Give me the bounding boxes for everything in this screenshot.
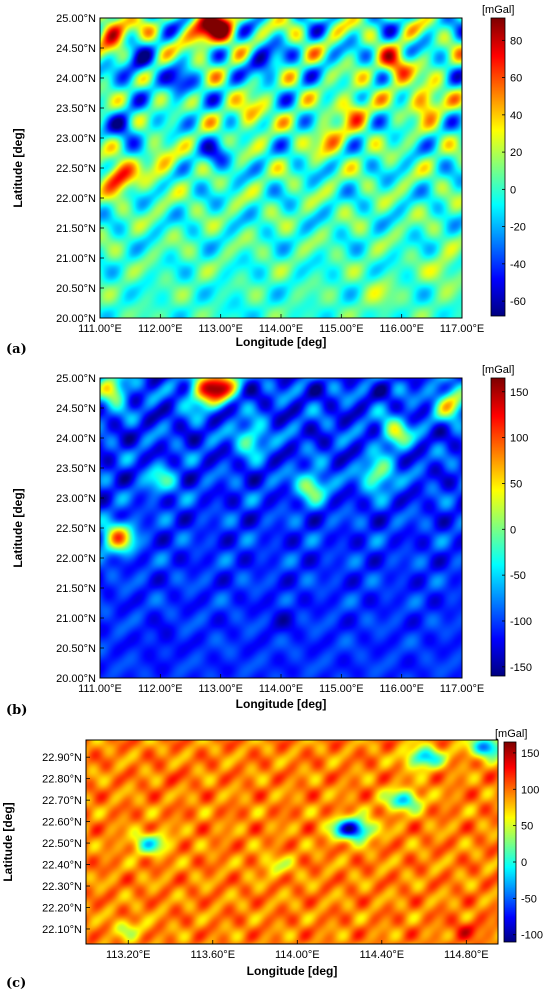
xlabel-c: Longitude [deg] xyxy=(247,964,338,978)
y-tick-label: 24.00°N xyxy=(56,73,96,85)
y-tick-label: 21.00°N xyxy=(56,613,96,625)
panel-label-c: (c) xyxy=(6,976,26,991)
x-tick-label: 113.60°E xyxy=(190,949,235,961)
y-tick-label: 22.70°N xyxy=(42,795,82,807)
colorbar-tick-label: 40 xyxy=(510,110,522,122)
x-tick-label: 114.80°E xyxy=(444,949,489,961)
x-tick-label: 115.00°E xyxy=(319,323,364,335)
y-tick-label: 22.30°N xyxy=(42,881,82,893)
x-tick-label: 115.00°E xyxy=(319,683,364,695)
colorbar-tick-label: 100 xyxy=(510,433,528,445)
colorbar-tick-label: -60 xyxy=(510,296,526,308)
x-tick-label: 117.00°E xyxy=(440,683,485,695)
y-tick-label: 22.90°N xyxy=(42,752,82,764)
colorbar-tick-label: 0 xyxy=(510,184,516,196)
y-tick-label: 23.50°N xyxy=(56,463,96,475)
colorbar-tick-label: -50 xyxy=(521,893,537,905)
colorbar-tick-label: 150 xyxy=(510,387,528,399)
x-tick-label: 111.00°E xyxy=(78,323,122,335)
x-tick-label: 116.00°E xyxy=(379,323,424,335)
y-tick-label: 23.00°N xyxy=(56,493,96,505)
y-tick-label: 22.50°N xyxy=(56,163,96,175)
unit-b: [mGal] xyxy=(482,364,514,376)
colorbar-tick-label: -50 xyxy=(510,570,526,582)
unit-a: [mGal] xyxy=(482,4,514,16)
y-tick-label: 22.80°N xyxy=(42,774,82,786)
y-tick-label: 22.50°N xyxy=(56,523,96,535)
colorbar-a xyxy=(491,18,505,316)
x-tick-label: 113.00°E xyxy=(198,323,243,335)
colorbar-tick-label: -100 xyxy=(521,930,543,942)
colorbar-tick-label: -100 xyxy=(510,616,532,628)
x-tick-label: 113.00°E xyxy=(198,683,243,695)
y-tick-label: 22.00°N xyxy=(56,193,96,205)
y-tick-label: 22.60°N xyxy=(42,817,82,829)
y-tick-label: 20.00°N xyxy=(56,673,96,685)
x-tick-label: 114.00°E xyxy=(259,683,304,695)
y-tick-label: 22.40°N xyxy=(42,860,82,872)
x-tick-label: 114.00°E xyxy=(275,949,320,961)
x-tick-label: 116.00°E xyxy=(379,683,424,695)
colorbar-tick-label: 150 xyxy=(521,748,539,760)
y-tick-label: 23.00°N xyxy=(56,133,96,145)
colorbar-tick-label: 50 xyxy=(510,478,522,490)
unit-c: [mGal] xyxy=(495,728,527,740)
panel-a: 111.00°E 112.00°E 113.00°E 114.00°E 115.00°E… xyxy=(6,4,526,357)
y-tick-label: 24.00°N xyxy=(56,433,96,445)
y-tick-label: 22.20°N xyxy=(42,902,82,914)
y-tick-label: 20.50°N xyxy=(56,643,96,655)
y-tick-label: 25.00°N xyxy=(56,373,96,385)
y-tick-label: 21.00°N xyxy=(56,253,96,265)
colorbar-tick-label: 50 xyxy=(521,821,533,833)
y-tick-label: 25.00°N xyxy=(56,13,96,25)
colorbar-tick-label: 20 xyxy=(510,147,522,159)
y-tick-label: 21.50°N xyxy=(56,583,96,595)
y-tick-label: 22.00°N xyxy=(56,553,96,565)
colorbar-tick-label: -40 xyxy=(510,259,526,271)
x-tick-label: 112.00°E xyxy=(138,323,183,335)
ylabel-b: Latitude [deg] xyxy=(11,488,25,567)
x-tick-label: 111.00°E xyxy=(78,683,122,695)
colorbar-b xyxy=(491,378,505,676)
x-tick-label: 112.00°E xyxy=(138,683,183,695)
colorbar-tick-label: -150 xyxy=(510,662,532,674)
map-c xyxy=(86,740,498,944)
y-tick-label: 22.50°N xyxy=(42,838,82,850)
map-a xyxy=(100,18,462,318)
map-b xyxy=(100,378,462,678)
colorbar-tick-label: 80 xyxy=(510,35,522,47)
colorbar-tick-label: 60 xyxy=(510,73,522,85)
y-tick-label: 23.50°N xyxy=(56,103,96,115)
y-tick-label: 20.50°N xyxy=(56,283,96,295)
x-tick-label: 113.20°E xyxy=(106,949,151,961)
y-tick-label: 24.50°N xyxy=(56,43,96,55)
ylabel-a: Latitude [deg] xyxy=(11,128,25,207)
x-tick-label: 114.00°E xyxy=(259,323,304,335)
ylabel-c: Latitude [deg] xyxy=(1,802,15,881)
panel-label-b: (b) xyxy=(6,703,27,718)
panel-label-a: (a) xyxy=(6,342,27,357)
y-tick-label: 20.00°N xyxy=(56,313,96,325)
colorbar-tick-label: 100 xyxy=(521,784,539,796)
colorbar-tick-label: -20 xyxy=(510,222,526,234)
xlabel-a: Longitude [deg] xyxy=(236,335,327,349)
colorbar-c xyxy=(504,742,516,942)
xlabel-b: Longitude [deg] xyxy=(236,697,327,711)
panel-c: 113.20°E 113.60°E 114.00°E 114.40°E 114.80°E… xyxy=(1,728,543,991)
y-tick-label: 24.50°N xyxy=(56,403,96,415)
y-tick-label: 21.50°N xyxy=(56,223,96,235)
panel-b: 111.00°E 112.00°E 113.00°E 114.00°E 115.00°E… xyxy=(6,364,532,718)
colorbar-tick-label: 0 xyxy=(510,524,516,536)
colorbar-tick-label: 0 xyxy=(521,857,527,869)
x-tick-label: 114.40°E xyxy=(360,949,405,961)
x-tick-label: 117.00°E xyxy=(440,323,485,335)
y-tick-label: 22.10°N xyxy=(42,924,82,936)
map-c-frame xyxy=(85,739,499,945)
